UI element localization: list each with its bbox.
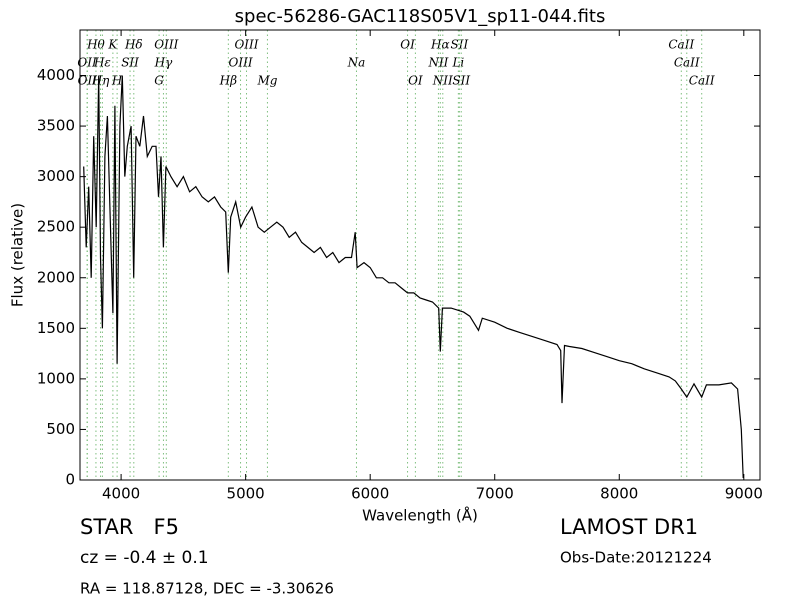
spectral-line-label: Hδ xyxy=(124,38,143,52)
data-release: LAMOST DR1 xyxy=(560,515,698,539)
y-tick-label: 3000 xyxy=(37,167,75,185)
spectral-line-label: OI xyxy=(408,74,423,88)
spectral-class: STAR F5 xyxy=(80,515,179,539)
y-tick-label: 500 xyxy=(46,420,75,438)
spectral-line-label: G xyxy=(154,74,164,88)
x-tick-label: 6000 xyxy=(351,485,389,503)
y-tick-label: 2500 xyxy=(37,218,75,236)
spectral-line-label: SII xyxy=(452,74,470,88)
y-tick-label: 0 xyxy=(65,471,75,489)
spectral-line-label: NII xyxy=(427,56,448,70)
spectrum-line xyxy=(83,75,744,479)
spectral-line-label: SII xyxy=(121,56,139,70)
x-tick-label: 7000 xyxy=(476,485,514,503)
spectral-line-label: Na xyxy=(347,56,366,70)
y-axis-label: Flux (relative) xyxy=(9,203,27,307)
spectral-line-label: OIII xyxy=(229,56,253,70)
x-tick-label: 9000 xyxy=(725,485,763,503)
spectral-line-label: Hε xyxy=(93,56,111,70)
x-axis-label: Wavelength (Å) xyxy=(362,506,478,525)
spectral-line-label: Li xyxy=(451,56,464,70)
y-tick-label: 1500 xyxy=(37,319,75,337)
spectral-line-label: OIII xyxy=(234,38,258,52)
spectral-line-label: OII xyxy=(78,74,98,88)
spectral-line-label: Hα xyxy=(430,38,450,52)
x-tick-label: 8000 xyxy=(600,485,638,503)
spectral-line-label: Hη xyxy=(91,74,110,88)
spectral-line-label: OIII xyxy=(154,38,178,52)
spectral-line-label: CaII xyxy=(689,74,715,88)
y-tick-label: 2000 xyxy=(37,268,75,286)
spectral-line-label: SII xyxy=(451,38,469,52)
y-tick-label: 4000 xyxy=(37,66,75,84)
plot-frame xyxy=(79,29,761,481)
spectral-line-label: NII xyxy=(432,74,453,88)
y-tick-label: 1000 xyxy=(37,369,75,387)
redshift: cz = -0.4 ± 0.1 xyxy=(80,548,209,568)
spectral-line-label: Hβ xyxy=(219,74,237,88)
spectral-line-label: Hγ xyxy=(154,56,173,70)
spectral-line-label: OI xyxy=(400,38,415,52)
obs-date: Obs-Date:20121224 xyxy=(560,549,712,567)
x-tick-label: 4000 xyxy=(102,485,140,503)
coordinates: RA = 118.87128, DEC = -3.30626 xyxy=(80,580,334,598)
y-tick-label: 3500 xyxy=(37,117,75,135)
spectral-line-label: K xyxy=(107,38,118,52)
chart-title: spec-56286-GAC118S05V1_sp11-044.fits xyxy=(235,6,606,27)
x-tick-label: 5000 xyxy=(227,485,265,503)
spectral-line-label: Mg xyxy=(256,74,277,88)
spectral-line-label: CaII xyxy=(674,56,700,70)
spectral-line-label: H xyxy=(111,74,123,88)
spectral-line-label: CaII xyxy=(668,38,694,52)
